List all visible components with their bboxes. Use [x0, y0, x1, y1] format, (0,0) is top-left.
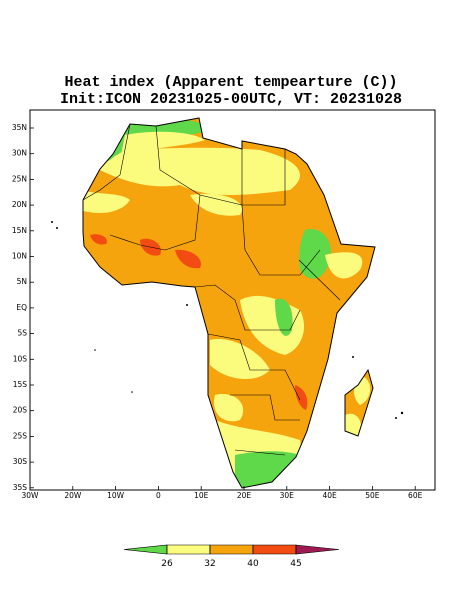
colorbar-label: 32	[204, 559, 215, 569]
lat-label: 25S	[13, 431, 28, 440]
lon-label: 30W	[22, 491, 40, 500]
lat-label: 20N	[12, 200, 27, 209]
lat-label: 5S	[17, 329, 27, 338]
lon-label: 40E	[322, 491, 337, 500]
colorbar-segment	[295, 544, 340, 555]
lat-label: 25N	[12, 174, 27, 183]
borders	[82, 123, 341, 456]
lat-label: 30N	[12, 149, 27, 158]
lat-label: 5N	[17, 277, 27, 286]
colorbar-label: 26	[161, 559, 173, 569]
colorbar-segment	[252, 544, 297, 555]
islands	[51, 221, 404, 419]
lat-label: 35N	[12, 123, 27, 132]
lat-label: 30S	[13, 457, 28, 466]
lon-label: 20E	[237, 491, 252, 500]
lat-label: 35S	[13, 483, 28, 492]
lon-label: 10W	[107, 491, 125, 500]
madagascar-coast	[344, 368, 374, 437]
lon-label: 20W	[64, 491, 82, 500]
map: 35N 30N 25N 20N 15N 10N 5N EQ 5S 10S 15S 20S 25S 30S 3…	[12, 109, 436, 500]
colorbar-segment	[209, 544, 254, 555]
lat-label: 20S	[13, 406, 28, 415]
colorbar-label: 45	[290, 559, 301, 569]
title: Heat index (Apparent tempearture (C))	[64, 74, 397, 91]
coastline	[82, 117, 376, 489]
colorbar-label: 40	[247, 559, 259, 569]
map-frame	[29, 109, 436, 491]
lat-label: EQ	[16, 303, 27, 312]
lat-label: 10N	[12, 252, 27, 261]
lon-label: 30E	[280, 491, 295, 500]
lat-label: 15N	[12, 226, 27, 235]
lon-label: 50E	[365, 491, 380, 500]
lon-label: 60E	[408, 491, 423, 500]
lon-label: 10E	[194, 491, 209, 500]
colorbar-segment	[166, 544, 211, 555]
colorbar-segment	[123, 544, 168, 555]
subtitle: Init:ICON 20231025-00UTC, VT: 20231028	[60, 91, 402, 108]
lat-label: 10S	[13, 354, 28, 363]
colorbar: 26 32 40 45	[123, 544, 340, 569]
lat-label: 15S	[13, 380, 28, 389]
lon-label: 0	[156, 491, 161, 500]
axes: 35N 30N 25N 20N 15N 10N 5N EQ 5S 10S 15S 20S 25S 30S 3…	[12, 123, 423, 500]
